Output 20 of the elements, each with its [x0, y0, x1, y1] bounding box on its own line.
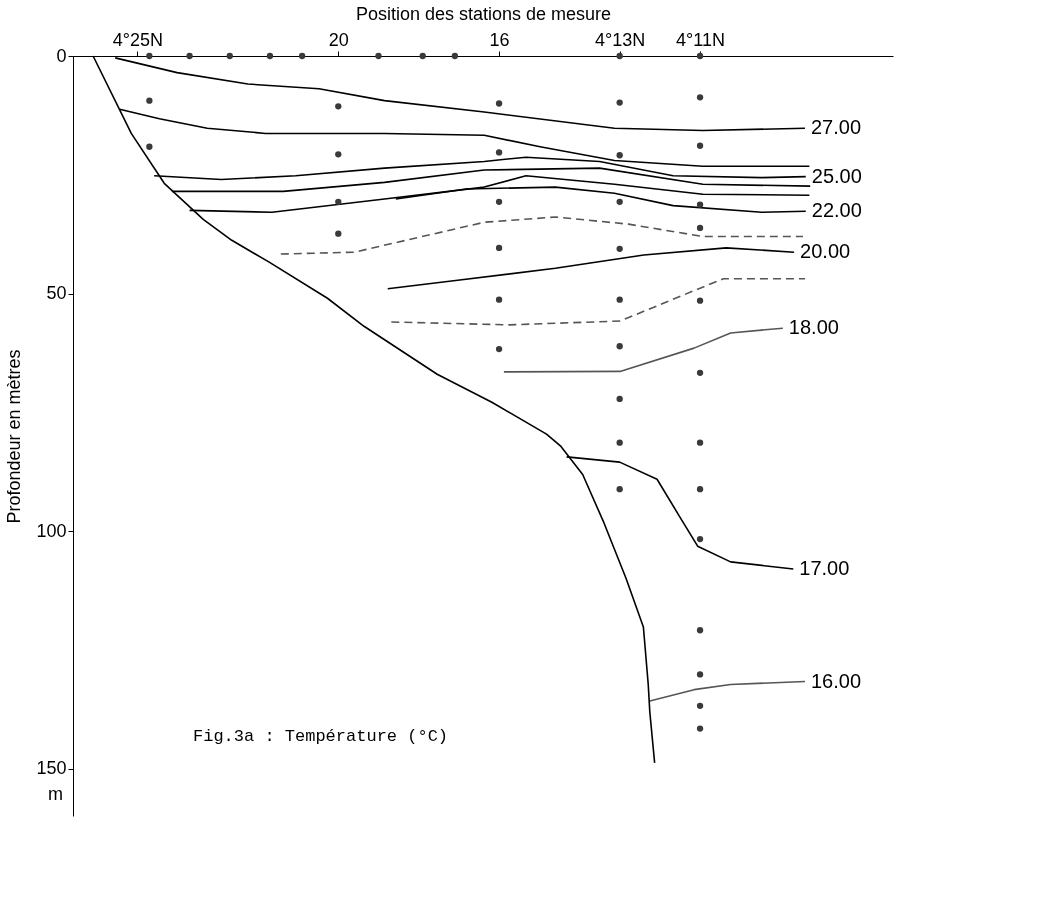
y-tick-label: 0 — [56, 45, 67, 66]
series-label: 25.00 — [811, 164, 862, 187]
text: m — [48, 783, 63, 804]
x-tick-label: 20 — [328, 29, 349, 50]
series-label: 22.00 — [811, 199, 862, 222]
series-label: 16.00 — [810, 669, 862, 692]
y-axis-title: Profondeur en mètres — [4, 349, 25, 524]
x-tick-label: 4°11N — [676, 29, 726, 50]
x-tick-label: 16 — [489, 29, 510, 50]
y-tick-label: 50 — [46, 283, 67, 303]
y-tick-label: 150 — [36, 758, 67, 778]
series-label: 27.00 — [810, 116, 862, 139]
y-tick-label: 100 — [36, 520, 67, 541]
series-label: 18.00 — [788, 316, 839, 339]
x-tick-label: 4°13N — [595, 29, 646, 50]
annotation: Fig.3a : Température (°C) — [193, 727, 449, 746]
series-label: 17.00 — [799, 557, 850, 579]
series-label: 20.00 — [800, 240, 851, 263]
x-tick-label: 4°25N — [112, 29, 163, 50]
x-axis-title: Position des stations de mesure — [355, 3, 612, 24]
